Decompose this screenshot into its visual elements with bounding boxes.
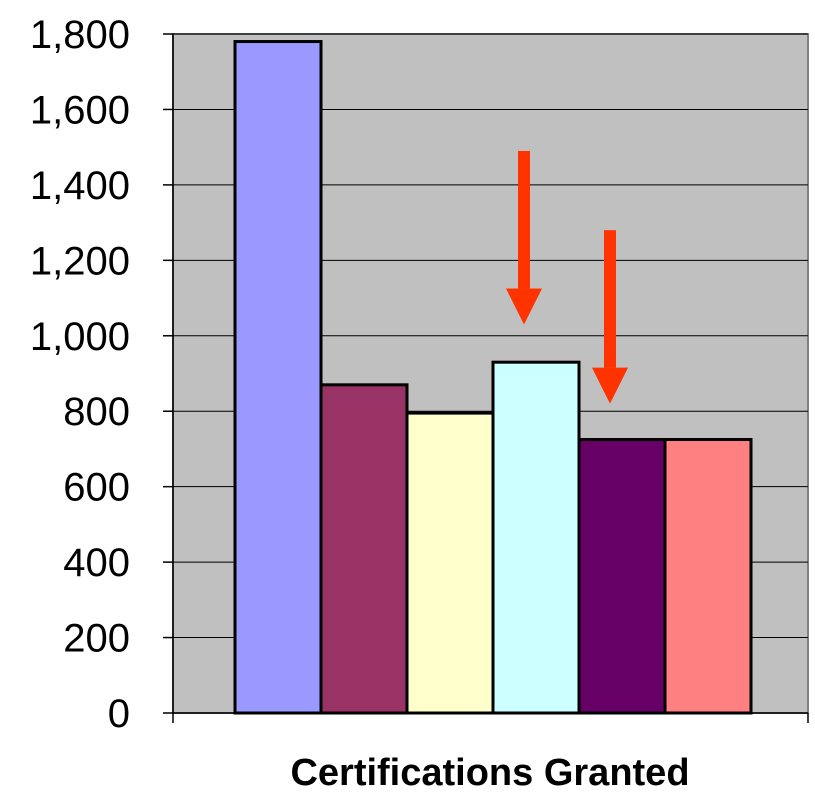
arrow-shaft [518,150,530,289]
arrow-annotation [592,230,628,404]
annotation-arrows [506,150,628,404]
bar [577,438,667,715]
y-tick-label: 1,800 [30,13,130,57]
y-tick-label: 200 [63,617,130,661]
x-axis-label: Certifications Granted [290,752,689,794]
y-tick-label: 1,000 [30,315,130,359]
arrow-annotation [506,150,542,325]
axes [172,34,809,723]
arrow-head [506,288,542,325]
y-tick-label: 1,200 [30,239,130,283]
bar [491,360,581,715]
bars [233,40,753,715]
y-tick-label: 1,400 [30,164,130,208]
bar [319,383,409,715]
arrow-shaft [604,230,616,368]
y-tick-label: 400 [63,541,130,585]
arrow-head [592,367,628,404]
bar [233,40,323,715]
bar [405,411,495,715]
y-axis-ticks: 0 200 400 600 800 1,000 1,200 1,400 1,600 1,800 [30,13,173,736]
y-tick-label: 800 [63,390,130,434]
y-tick-label: 1,600 [30,88,130,132]
bar [663,438,753,715]
y-tick-label: 0 [108,692,130,736]
y-tick-label: 600 [63,466,130,510]
